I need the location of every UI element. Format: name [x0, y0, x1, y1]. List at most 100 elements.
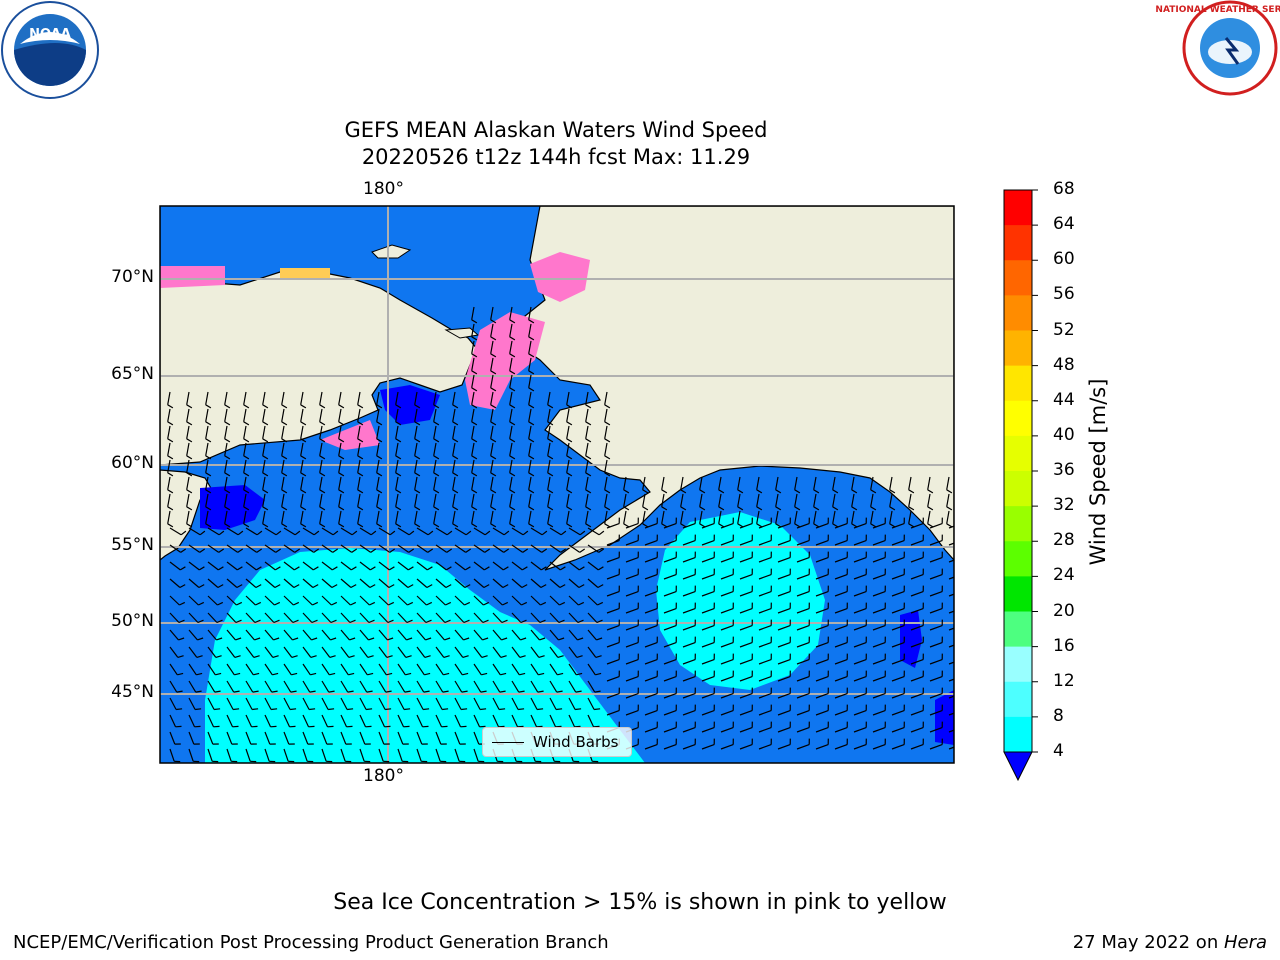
wind-barb-flag	[404, 690, 411, 693]
wind-barb	[739, 591, 753, 597]
wind-barb	[604, 493, 608, 507]
wind-barb-flag	[832, 489, 839, 494]
wind-barb	[699, 510, 703, 524]
wind-barb	[796, 591, 810, 597]
wind-barb-flag	[566, 489, 573, 494]
wind-barb-flag	[205, 438, 212, 443]
wind-barb	[205, 391, 209, 405]
wind-barb-flag	[490, 421, 497, 426]
wind-barb-flag	[426, 601, 433, 606]
wind-barb	[644, 642, 658, 648]
wind-barb-flag	[541, 530, 548, 536]
wind-barbs	[167, 306, 954, 763]
wind-barb-flag	[234, 655, 241, 658]
wind-barb	[853, 710, 867, 716]
wind-barb	[701, 574, 715, 580]
wind-barb	[492, 680, 501, 693]
wind-barb-flag	[433, 421, 440, 426]
wind-barb-flag	[597, 584, 604, 589]
wind-barb-flag	[462, 655, 469, 658]
wind-barb	[511, 646, 521, 658]
wind-barb	[395, 391, 399, 405]
wind-barb	[910, 574, 924, 580]
wind-barb-flag	[519, 655, 526, 658]
wind-barb-flag	[528, 404, 535, 409]
wind-barb-flag	[661, 489, 668, 494]
wind-barb-flag	[196, 672, 203, 676]
wind-barb	[530, 544, 543, 553]
wind-barb	[452, 476, 456, 490]
wind-barb	[737, 510, 741, 524]
lat-label-65n: 65°N	[111, 364, 154, 384]
lon-label-top: 180°	[363, 179, 404, 199]
wind-barb	[528, 391, 532, 405]
wind-barb	[283, 697, 291, 710]
wind-barb	[815, 591, 829, 597]
wind-barb	[321, 595, 332, 606]
wind-barb-flag	[423, 690, 430, 693]
wind-barb	[340, 595, 351, 606]
wind-barb	[281, 425, 285, 439]
wind-barb-flag	[452, 489, 459, 494]
wind-barb-flag	[585, 455, 592, 460]
wind-barb	[300, 476, 304, 490]
wind-barb-flag	[281, 421, 288, 426]
wind-barb	[167, 459, 171, 473]
wind-barb	[167, 476, 171, 490]
wind-barb	[758, 540, 772, 546]
wind-barb	[207, 544, 220, 553]
wind-barb	[338, 493, 342, 507]
wind-barb	[416, 731, 423, 745]
wind-barb	[758, 591, 772, 597]
wind-barb	[283, 663, 292, 676]
wind-barb	[471, 306, 475, 320]
wind-barb-flag	[908, 506, 915, 511]
wind-barb	[188, 578, 200, 588]
wind-barb-flag	[500, 655, 507, 658]
wind-barb	[226, 527, 239, 536]
wind-barb	[397, 527, 410, 536]
wind-barb	[853, 727, 867, 733]
wind-barb	[416, 697, 424, 710]
wind-barb-flag	[349, 637, 356, 641]
wind-barb	[872, 676, 886, 682]
wind-barb-flag	[946, 523, 953, 528]
calm-region-kamchatka	[200, 485, 265, 530]
wind-barb-legend-icon	[492, 742, 524, 744]
wind-barb	[796, 557, 810, 563]
wind-barb	[302, 595, 313, 606]
wind-barb	[530, 595, 541, 606]
wind-barb	[642, 510, 646, 524]
wind-barb	[264, 612, 275, 623]
wind-barb	[188, 595, 199, 606]
wind-barb-flag	[585, 421, 592, 426]
wind-barb	[720, 557, 734, 563]
wind-barb	[357, 459, 361, 473]
wind-barb	[300, 391, 304, 405]
wind-barb	[454, 544, 467, 553]
wind-barb-flag	[528, 421, 535, 426]
wind-barb-flag	[395, 438, 402, 443]
wind-barb	[606, 676, 620, 682]
wind-barb-flag	[490, 455, 497, 460]
wind-barb-flag	[313, 530, 320, 536]
wind-barb	[851, 476, 855, 490]
wind-barb	[585, 493, 589, 507]
wind-barb	[872, 727, 886, 733]
wind-barb	[625, 540, 639, 546]
wind-barb	[606, 557, 620, 563]
wind-barb-flag	[255, 601, 262, 606]
wind-barb	[167, 425, 171, 439]
wind-barb	[490, 306, 494, 320]
wind-barb	[452, 425, 456, 439]
wind-barb	[490, 340, 494, 354]
wind-barb-flag	[404, 708, 411, 711]
wind-barb	[853, 523, 867, 529]
wind-barb	[414, 493, 418, 507]
wind-barb	[644, 710, 658, 716]
wind-barb	[815, 625, 829, 631]
wind-barb	[359, 663, 368, 676]
wind-barb-flag	[195, 708, 202, 711]
wind-barb-flag	[217, 601, 224, 606]
wind-barb	[547, 476, 551, 490]
